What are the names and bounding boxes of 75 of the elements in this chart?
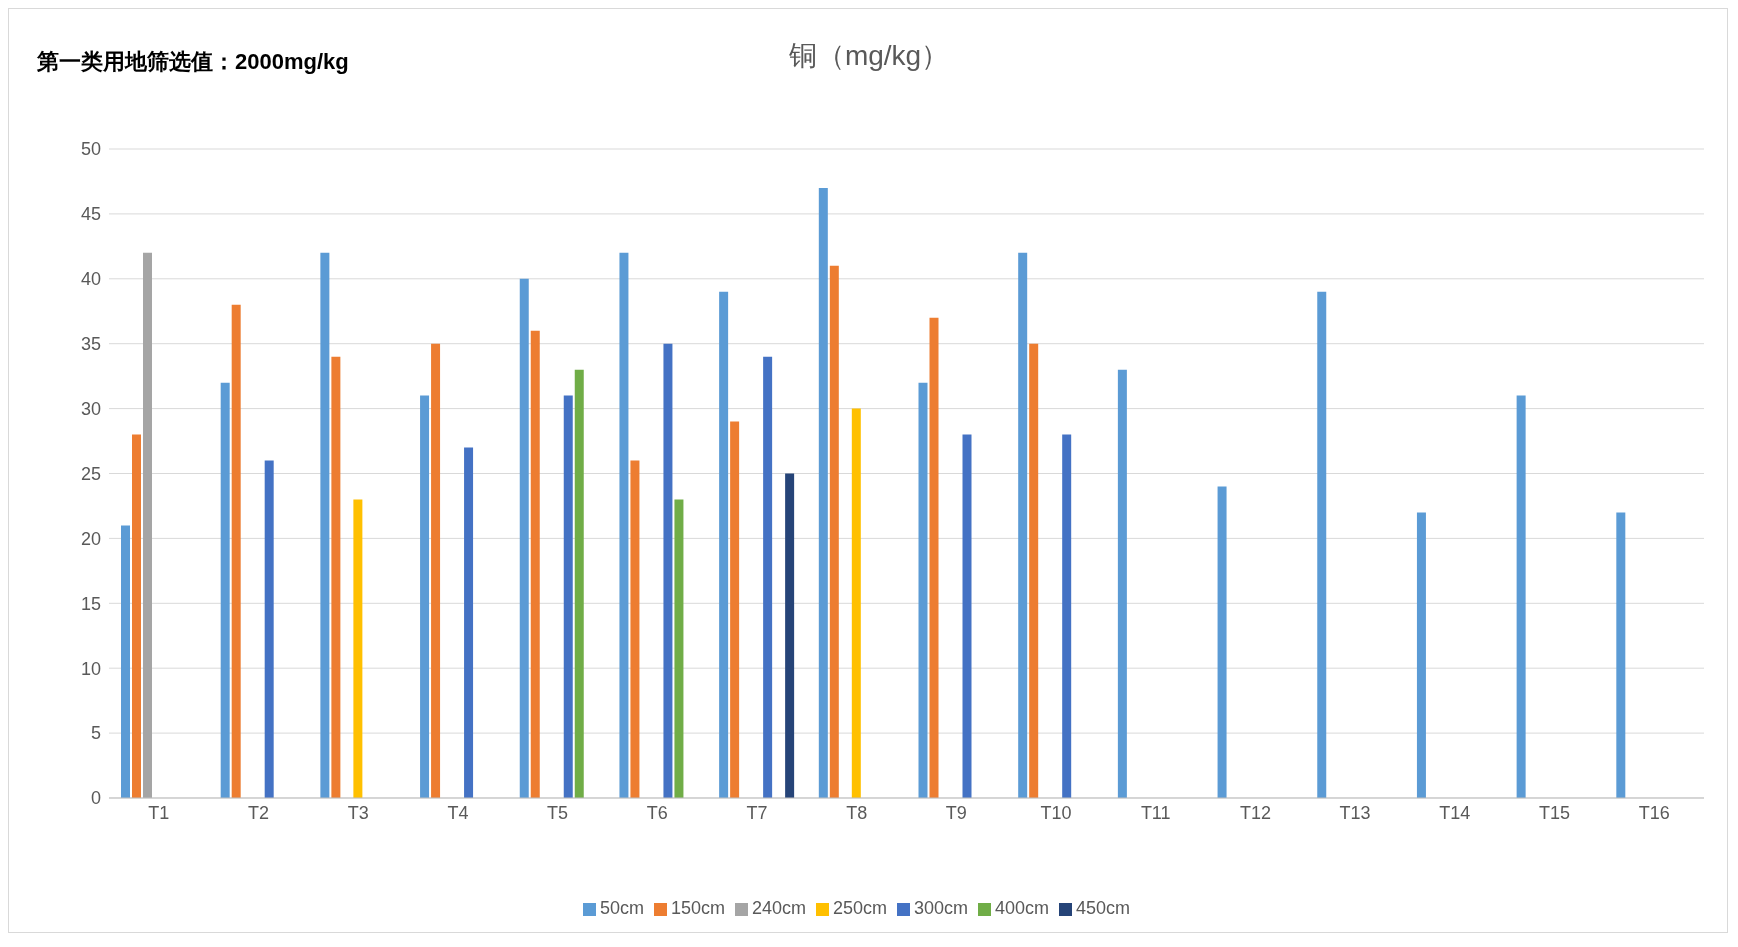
y-tick-label: 20 (80, 528, 101, 549)
bar (464, 447, 474, 798)
x-tick-label: T12 (1239, 802, 1271, 823)
y-tick-label: 50 (80, 139, 101, 160)
y-tick-label: 10 (80, 658, 101, 679)
y-tick-label: 40 (80, 269, 101, 290)
x-tick-label: T6 (646, 802, 668, 823)
bar (619, 252, 629, 798)
bar (331, 356, 341, 798)
y-tick-label: 15 (80, 593, 101, 614)
bar (1018, 252, 1028, 798)
bar (829, 265, 839, 798)
bar (353, 499, 363, 798)
x-tick-label: T7 (746, 802, 768, 823)
bar (818, 187, 828, 798)
bar (730, 421, 740, 798)
bar (420, 395, 430, 798)
bar (763, 356, 773, 798)
x-tick-label: T3 (347, 802, 369, 823)
bar (1217, 486, 1227, 798)
bar (143, 252, 152, 798)
y-tick-label: 45 (80, 204, 101, 225)
x-tick-label: T13 (1339, 802, 1371, 823)
y-tick-label: 25 (80, 463, 101, 484)
legend-label: 450cm (1076, 898, 1131, 918)
legend-label: 400cm (995, 898, 1050, 918)
bar (630, 460, 640, 798)
bar (1516, 395, 1526, 798)
legend-label: 150cm (670, 898, 725, 918)
bar (1616, 512, 1626, 798)
y-tick-label: 35 (80, 334, 101, 355)
legend-label: 300cm (914, 898, 969, 918)
bar (530, 330, 540, 798)
x-tick-label: T2 (248, 802, 270, 823)
bar (929, 317, 939, 798)
legend-label: 50cm (599, 898, 644, 918)
bar (1416, 512, 1426, 798)
bar (719, 291, 729, 798)
x-tick-label: T14 (1439, 802, 1471, 823)
x-tick-label: T5 (547, 802, 569, 823)
x-tick-label: T8 (846, 802, 868, 823)
bar (1117, 369, 1127, 798)
bar (1317, 291, 1327, 798)
y-tick-label: 5 (90, 723, 101, 744)
x-tick-label: T11 (1140, 802, 1171, 823)
x-tick-label: T4 (447, 802, 469, 823)
bar (1029, 343, 1039, 798)
bar (663, 343, 673, 798)
text: 第一类用地筛选值：2000mg/kg (37, 48, 349, 76)
bar (132, 434, 141, 798)
bar (519, 278, 529, 798)
legend-label: 250cm (832, 898, 887, 918)
y-tick-label: 0 (90, 788, 101, 809)
bar (121, 525, 130, 798)
bar (785, 473, 795, 798)
x-tick-label: T9 (945, 802, 967, 823)
bar (918, 382, 928, 798)
x-tick-label: T10 (1040, 802, 1072, 823)
bar (851, 408, 861, 798)
bar (220, 382, 230, 798)
bar (962, 434, 972, 798)
bar (320, 252, 330, 798)
x-tick-label: T15 (1538, 802, 1570, 823)
bar (1062, 434, 1072, 798)
bar (231, 304, 241, 798)
bar (563, 395, 573, 798)
bar (264, 460, 274, 798)
chart-title: 铜（mg/kg） (788, 40, 950, 71)
legend-label: 240cm (751, 898, 806, 918)
bar (574, 369, 584, 798)
x-tick-label: T1 (148, 802, 170, 823)
bar (431, 343, 441, 798)
x-tick-label: T16 (1638, 802, 1670, 823)
y-tick-label: 30 (80, 398, 101, 419)
bar (674, 499, 684, 798)
